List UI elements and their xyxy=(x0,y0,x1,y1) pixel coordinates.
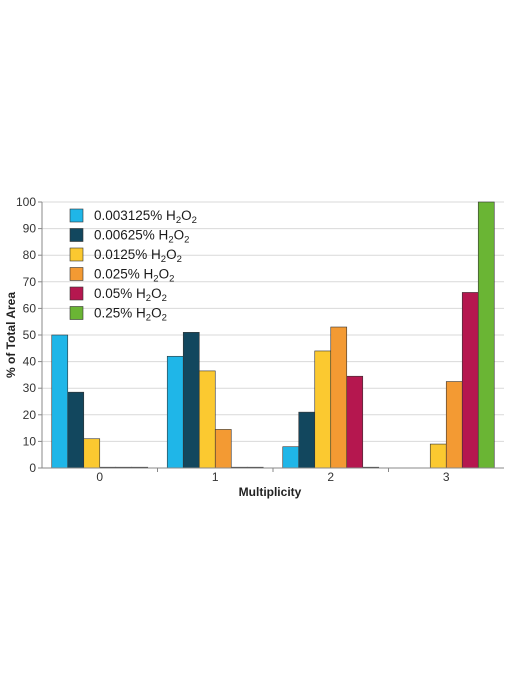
legend-label: 0.25% H2O2 xyxy=(94,306,167,324)
bar xyxy=(182,332,200,469)
y-tick-label: 80 xyxy=(23,248,37,262)
y-tick-label: 30 xyxy=(23,381,37,395)
bar xyxy=(298,411,316,469)
axes: 0 10 20 30 40 50 60 70 80 90 100 0 1 2 3 xyxy=(16,195,504,484)
y-tick-label: 10 xyxy=(23,434,37,448)
y-tick-label: 40 xyxy=(23,355,37,369)
bar xyxy=(198,370,216,469)
x-tick-label: 2 xyxy=(327,470,334,484)
bar xyxy=(83,438,101,469)
x-tick-label: 0 xyxy=(96,470,103,484)
y-tick-label: 60 xyxy=(23,301,37,315)
bars xyxy=(51,201,495,469)
grid-lines xyxy=(42,201,504,442)
x-axis-title: Multiplicity xyxy=(239,485,302,499)
bar xyxy=(461,292,479,469)
y-tick-label: 0 xyxy=(29,461,36,475)
x-tick-label: 3 xyxy=(443,470,450,484)
y-axis-title: % of Total Area xyxy=(4,292,18,378)
legend-label: 0.025% H2O2 xyxy=(94,267,174,285)
legend-swatch xyxy=(69,208,84,223)
bar xyxy=(477,201,495,469)
legend-label: 0.00625% H2O2 xyxy=(94,228,189,246)
bar xyxy=(445,381,463,469)
bar xyxy=(214,429,232,469)
legend-label: 0.0125% H2O2 xyxy=(94,247,182,265)
legend-swatch xyxy=(69,247,84,262)
y-tick-label: 50 xyxy=(23,328,37,342)
bar xyxy=(282,446,300,469)
legend-label: 0.05% H2O2 xyxy=(94,286,167,304)
y-tick-label: 100 xyxy=(16,195,36,209)
y-tick-label: 90 xyxy=(23,222,37,236)
bar xyxy=(51,334,69,469)
y-tick-label: 20 xyxy=(23,408,37,422)
legend-swatch xyxy=(69,286,84,301)
y-tick-label: 70 xyxy=(23,275,37,289)
x-tick-label: 1 xyxy=(212,470,219,484)
bar xyxy=(166,355,184,469)
bar xyxy=(314,350,332,469)
bar xyxy=(67,391,85,469)
legend-swatch xyxy=(69,228,84,242)
legend-swatch xyxy=(69,306,84,320)
bar xyxy=(429,443,447,469)
legend-label: 0.003125% H2O2 xyxy=(94,208,197,226)
bar xyxy=(330,326,348,469)
bar xyxy=(346,375,364,469)
legend-swatch xyxy=(69,267,84,281)
